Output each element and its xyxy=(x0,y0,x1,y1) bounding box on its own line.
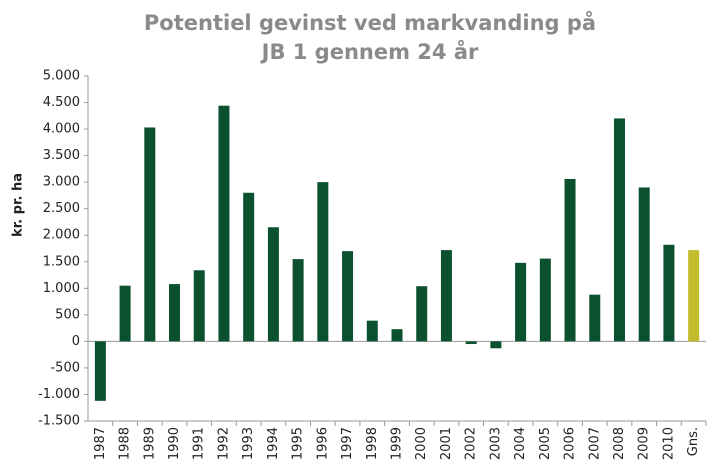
x-tick-label: 1990 xyxy=(167,427,182,460)
y-tick-label: -500 xyxy=(50,360,80,375)
bar xyxy=(539,258,551,342)
bar xyxy=(317,182,329,342)
y-tick-label: 4.500 xyxy=(43,95,80,110)
bar xyxy=(267,227,279,342)
x-tick-label: 1996 xyxy=(315,427,330,460)
bar xyxy=(366,320,378,342)
x-tick-label: 1998 xyxy=(365,427,380,460)
x-tick-label: 1993 xyxy=(241,427,256,460)
x-tick-label: 2006 xyxy=(563,427,578,460)
x-tick-label: 1989 xyxy=(142,427,157,460)
x-tick-label: 1999 xyxy=(390,427,405,460)
bar xyxy=(440,250,452,342)
y-tick-label: 0 xyxy=(72,334,80,349)
x-tick-label: 2009 xyxy=(637,427,652,460)
x-tick-label: 2003 xyxy=(488,427,503,460)
bar xyxy=(589,294,601,342)
bar xyxy=(144,127,156,342)
x-tick-label: 2000 xyxy=(414,427,429,460)
x-tick-label: 1992 xyxy=(216,427,231,460)
chart-title: JB 1 gennem 24 år xyxy=(260,39,479,64)
bar xyxy=(490,341,502,349)
bar xyxy=(465,341,477,345)
bar xyxy=(119,285,131,342)
y-tick-label: 3.000 xyxy=(43,175,80,190)
y-tick-label: 5.000 xyxy=(43,69,80,84)
y-tick-label: 4.000 xyxy=(43,122,80,137)
bar xyxy=(613,118,625,342)
y-tick-label: 1.000 xyxy=(43,281,80,296)
bar xyxy=(243,192,255,342)
y-tick-label: -1.000 xyxy=(38,387,80,402)
bar xyxy=(638,187,650,342)
bar xyxy=(515,262,527,342)
bar xyxy=(193,270,205,342)
bar xyxy=(416,286,428,342)
x-tick-label: 1991 xyxy=(192,427,207,460)
x-tick-label: 2008 xyxy=(612,427,627,460)
bar xyxy=(94,341,106,401)
x-tick-label: 2007 xyxy=(587,427,602,460)
x-tick-label: 1994 xyxy=(266,427,281,460)
bar xyxy=(342,251,354,342)
y-tick-label: -1.500 xyxy=(38,414,80,429)
x-tick-label: 1995 xyxy=(291,427,306,460)
x-tick-label: Gns. xyxy=(686,427,701,456)
bar xyxy=(218,105,230,342)
x-tick-label: 2005 xyxy=(538,427,553,460)
x-tick-label: 2004 xyxy=(513,427,528,460)
y-tick-label: 3.500 xyxy=(43,148,80,163)
y-tick-label: 1.500 xyxy=(43,254,80,269)
bar xyxy=(391,329,403,342)
x-tick-label: 1988 xyxy=(118,427,133,460)
bar xyxy=(564,178,576,342)
x-tick-label: 2010 xyxy=(661,427,676,460)
bar xyxy=(169,284,181,342)
y-tick-label: 2.000 xyxy=(43,228,80,243)
chart-title: Potentiel gevinst ved markvanding på xyxy=(144,10,596,35)
y-axis-label: kr. pr. ha xyxy=(11,173,26,237)
y-tick-label: 500 xyxy=(55,307,80,322)
x-tick-label: 1997 xyxy=(340,427,355,460)
bar xyxy=(292,259,304,342)
y-tick-label: 2.500 xyxy=(43,201,80,216)
x-tick-label: 1987 xyxy=(93,427,108,460)
x-tick-label: 2001 xyxy=(439,427,454,460)
bar xyxy=(688,250,700,342)
x-tick-label: 2002 xyxy=(464,427,479,460)
bar xyxy=(663,244,675,342)
